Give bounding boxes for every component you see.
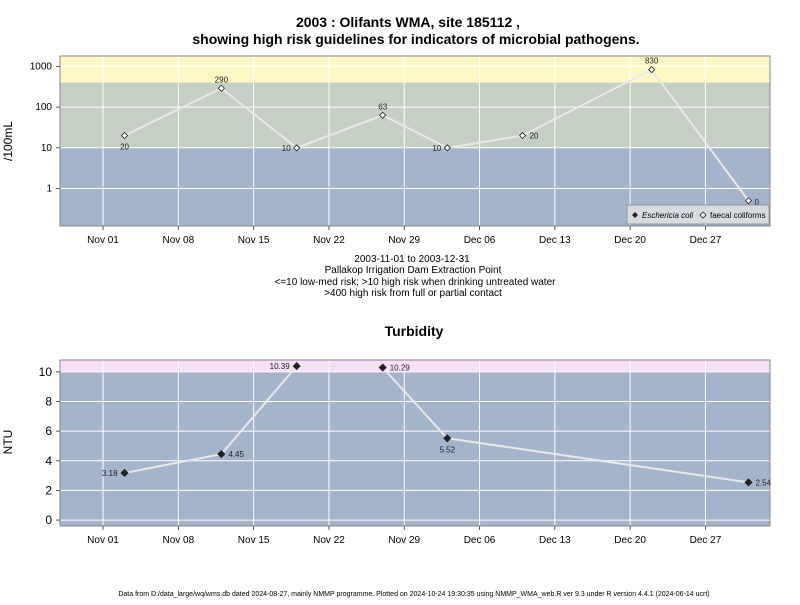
y-tick-label: 1 (46, 184, 52, 195)
data-label: 10 (282, 144, 291, 153)
data-point (293, 144, 301, 152)
data-point (648, 66, 656, 74)
data-point (519, 131, 527, 140)
data-point (443, 144, 451, 152)
x-tick-label: Dec 20 (614, 535, 646, 546)
data-point (378, 363, 387, 372)
point-labels: 20 290 10 63 10 20 830 0 (120, 57, 759, 207)
y-tick-label: 100 (35, 102, 52, 113)
series-faecal-coliforms (120, 66, 753, 205)
x-tick-label: Nov 15 (238, 235, 270, 246)
x-tick-label: Dec 13 (539, 535, 571, 546)
data-label: 10.39 (270, 362, 291, 371)
x-tick-label: Dec 06 (464, 535, 496, 546)
data-label: 10.29 (390, 364, 411, 373)
legend-label-faecal: faecal coliforms (710, 211, 766, 220)
plot-frame (59, 359, 771, 527)
caption-line-2: Pallakop Irrigation Dam Extraction Point (325, 265, 502, 276)
y-tick-label: 10 (41, 143, 53, 154)
x-tick-label: Nov 22 (313, 535, 345, 546)
data-label: 3.18 (102, 469, 118, 478)
risk-bands (60, 56, 770, 226)
x-tick-label: Nov 22 (313, 235, 345, 246)
data-label: 10 (432, 144, 441, 153)
data-label: 0 (754, 198, 759, 207)
x-axis: Nov 01 Nov 08 Nov 15 Nov 22 Nov 29 Dec 06 Dec … (87, 226, 722, 246)
chart-title-line1: 2003 : Olifants WMA, site 185112 , (296, 14, 520, 30)
data-label: 20 (530, 132, 539, 141)
footer-note: Data from D:/data_large/wq/wms.db dated … (118, 591, 709, 598)
data-point (120, 468, 129, 478)
x-tick-label: Dec 27 (690, 235, 722, 246)
x-tick-label: Nov 01 (87, 235, 119, 246)
x-axis: Nov 01 Nov 08 Nov 15 Nov 22 Nov 29 Dec 06 Dec … (87, 526, 722, 546)
y-axis-label: /100mL (1, 121, 15, 161)
y-axis: 0 2 4 6 8 10 (39, 365, 60, 527)
x-tick-label: Dec 06 (464, 235, 496, 246)
y-tick-label: 8 (45, 395, 52, 409)
data-point (744, 478, 753, 487)
caption-line-3: <=10 low-med risk; >10 high risk when dr… (275, 277, 557, 288)
y-tick-label: 6 (45, 424, 52, 438)
data-point (217, 450, 226, 459)
x-tick-label: Nov 08 (162, 535, 194, 546)
y-axis: 1 10 100 1000 (30, 61, 60, 195)
data-label: 5.52 (439, 445, 455, 454)
data-point (379, 111, 387, 119)
x-tick-label: Nov 08 (162, 235, 194, 246)
series-line (124, 365, 749, 484)
x-tick-label: Nov 15 (238, 535, 270, 546)
data-label: 290 (215, 75, 229, 84)
gridlines (60, 56, 770, 226)
turbidity-title: Turbidity (385, 323, 444, 339)
risk-bands (60, 360, 770, 526)
legend: Eschericia coli faecal coliforms (626, 204, 770, 225)
x-tick-label: Dec 13 (539, 235, 571, 246)
data-label: 20 (120, 143, 129, 152)
caption-line-4: >400 high risk from full or partial cont… (324, 288, 502, 299)
y-axis-label: NTU (1, 430, 15, 455)
data-label: 4.45 (228, 450, 244, 459)
legend-marker-filled-diamond (632, 212, 638, 218)
risk-band-1 (60, 360, 770, 372)
data-label: 63 (378, 102, 387, 111)
x-tick-label: Dec 20 (614, 235, 646, 246)
legend-label-ecoli: Eschericia coli (642, 211, 693, 220)
data-label: 2.54 (755, 478, 771, 487)
data-point (292, 362, 301, 371)
plot-frame (59, 55, 771, 227)
series-turbidity (120, 362, 753, 487)
data-point (744, 197, 753, 205)
y-tick-label: 4 (45, 454, 52, 468)
series-line (124, 68, 750, 202)
legend-marker-open-diamond (699, 211, 707, 219)
point-labels: 3.18 4.45 10.39 10.29 5.52 2.54 (102, 362, 772, 487)
caption-line-1: 2003-11-01 to 2003-12-31 (354, 254, 470, 265)
y-tick-label: 1000 (30, 61, 53, 72)
x-tick-label: Nov 29 (388, 235, 420, 246)
data-point (217, 84, 225, 92)
y-tick-label: 2 (45, 483, 52, 497)
data-point (120, 131, 129, 140)
x-tick-label: Nov 29 (388, 535, 420, 546)
data-label: 830 (645, 57, 659, 66)
x-tick-label: Nov 01 (87, 535, 119, 546)
risk-band-2 (60, 56, 770, 83)
y-tick-label: 0 (45, 513, 52, 527)
legend-box (626, 204, 770, 225)
y-tick-label: 10 (39, 365, 53, 379)
data-point (443, 434, 452, 443)
x-tick-label: Dec 27 (690, 535, 722, 546)
risk-band-0 (60, 371, 770, 526)
chart-title-line2: showing high risk guidelines for indicat… (192, 31, 639, 47)
turbidity-panel: 3.18 4.45 10.39 10.29 5.52 2.54 0 2 4 6 8 10 Nov 0… (1, 359, 772, 546)
